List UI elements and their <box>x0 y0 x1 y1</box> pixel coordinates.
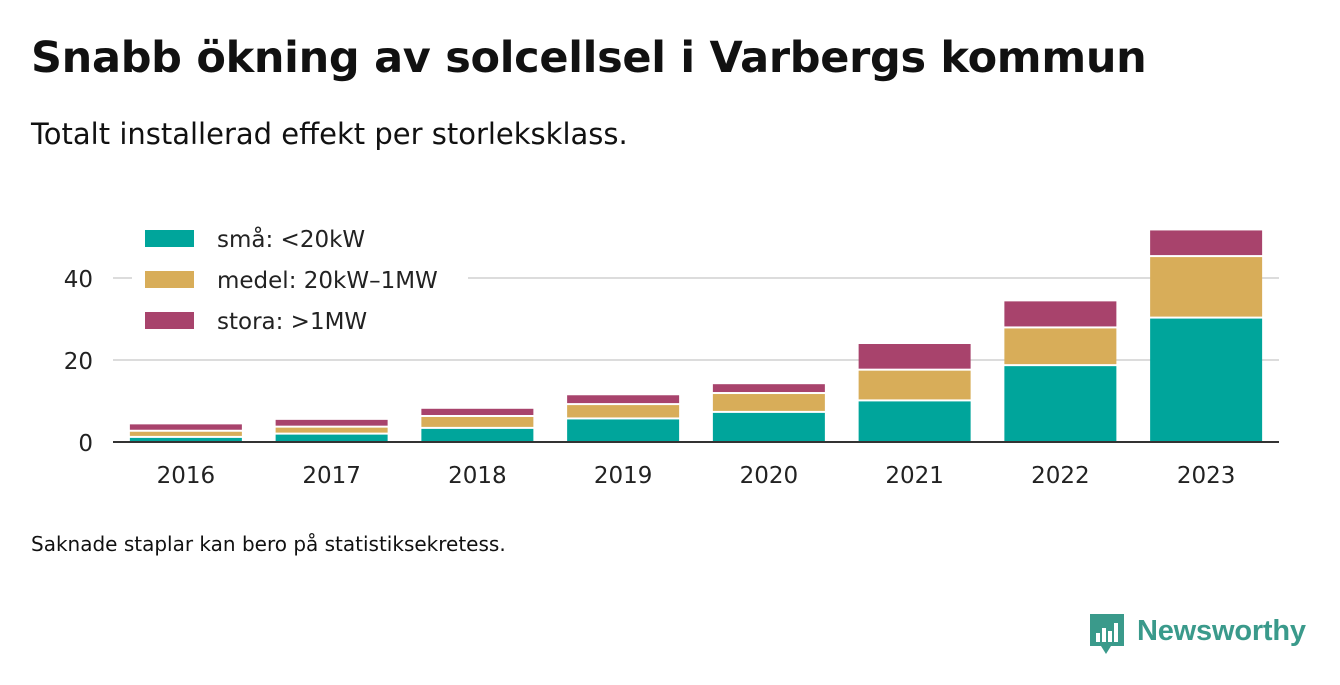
newsworthy-logo-icon <box>1090 614 1124 654</box>
bar-segment <box>129 431 242 436</box>
y-tick-label: 40 <box>64 267 93 293</box>
bar-segment <box>567 405 680 418</box>
legend: små: <20kW medel: 20kW–1MW stora: >1MW <box>132 218 468 342</box>
bar-segment <box>712 394 825 411</box>
bar-segment <box>421 428 534 442</box>
brand-logo[interactable]: Newsworthy <box>1087 611 1306 657</box>
bar-segment <box>129 437 242 442</box>
bar-segment <box>129 424 242 430</box>
x-tick-label: 2019 <box>594 463 653 489</box>
bar-segment <box>858 401 971 442</box>
stacked-bar-chart: 0 20 40 2016 2017 2018 2019 2020 2021 2022 2023 sm… <box>63 218 1279 489</box>
legend-label: stora: >1MW <box>217 309 367 335</box>
bar-segment <box>421 408 534 415</box>
legend-swatch <box>145 312 194 329</box>
bar-segment <box>567 395 680 404</box>
legend-swatch <box>145 271 194 288</box>
x-tick-label: 2020 <box>740 463 799 489</box>
bar-segment <box>1150 318 1263 442</box>
brand-name: Newsworthy <box>1137 614 1306 647</box>
axes: 0 20 40 2016 2017 2018 2019 2020 2021 2022 2023 <box>64 267 1279 489</box>
chart-subtitle: Totalt installerad effekt per storlekskl… <box>31 117 628 151</box>
y-tick-label: 0 <box>78 431 93 457</box>
x-tick-label: 2022 <box>1031 463 1090 489</box>
bar-segment <box>275 419 388 426</box>
bar-segment <box>567 419 680 442</box>
x-tick-label: 2021 <box>885 463 944 489</box>
bar-segment <box>1004 328 1117 365</box>
legend-label: små: <20kW <box>217 225 365 253</box>
x-tick-label: 2023 <box>1177 463 1236 489</box>
bar-segment <box>858 370 971 400</box>
x-tick-label: 2017 <box>302 463 361 489</box>
bar-segment <box>712 412 825 442</box>
x-tick-label: 2018 <box>448 463 507 489</box>
bar-segment <box>1150 257 1263 317</box>
legend-swatch <box>145 230 194 247</box>
bar-segment <box>1004 366 1117 442</box>
bar-segment <box>275 434 388 442</box>
bar-segment <box>421 416 534 427</box>
bar-segment <box>712 384 825 393</box>
chart-title: Snabb ökning av solcellsel i Varbergs ko… <box>31 33 1147 83</box>
x-tick-label: 2016 <box>157 463 216 489</box>
bar-segment <box>275 427 388 433</box>
legend-label: medel: 20kW–1MW <box>217 268 438 294</box>
y-tick-label: 20 <box>64 349 93 375</box>
footnote: Saknade staplar kan bero på statistiksek… <box>31 532 506 556</box>
bar-segment <box>858 344 971 369</box>
bar-segment <box>1004 301 1117 327</box>
bar-segment <box>1150 230 1263 256</box>
bars <box>129 230 1263 442</box>
